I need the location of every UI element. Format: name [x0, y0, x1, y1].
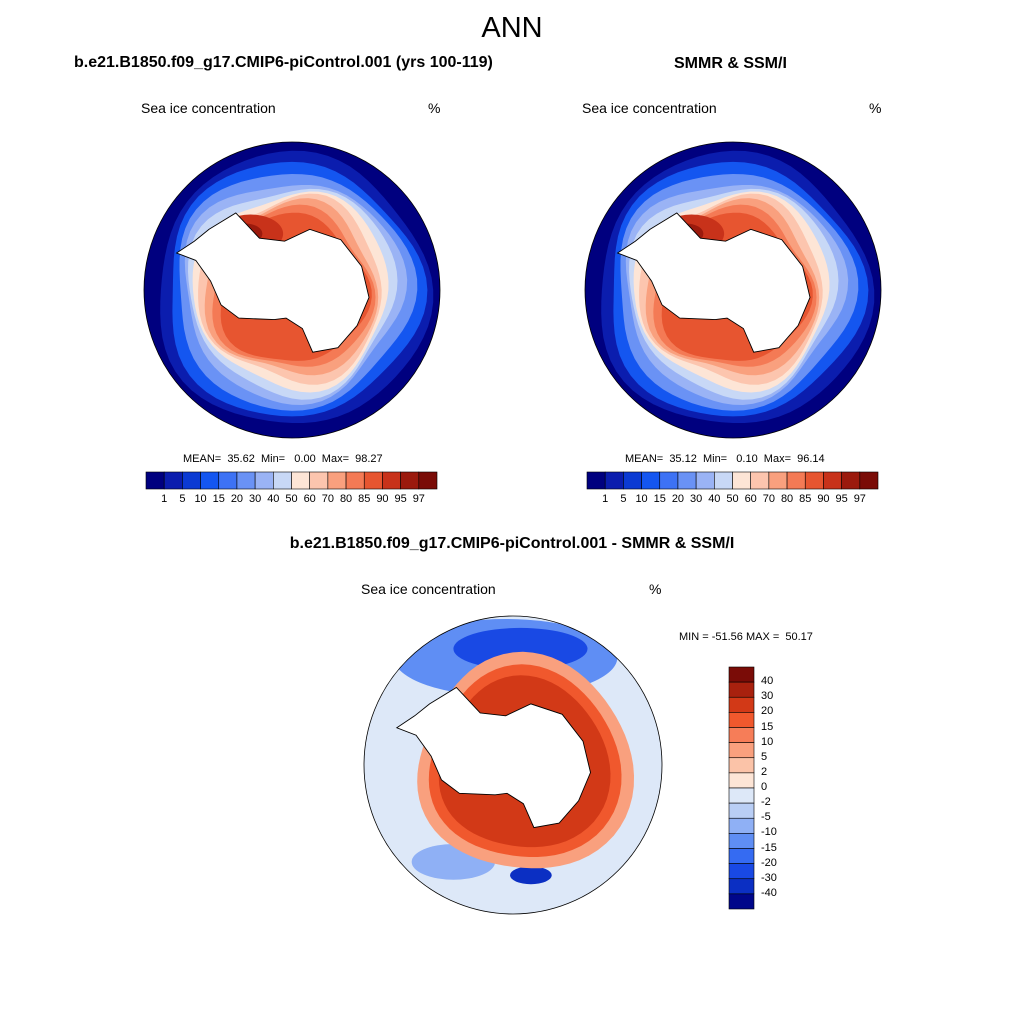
panel-3-colorbar-tick-label: 15 [761, 720, 774, 733]
panel-3-colorbar-swatch [728, 772, 755, 789]
panel-3-variable-label: Sea ice concentration [361, 581, 496, 597]
panel-3-colorbar-tick-label: 40 [761, 675, 774, 688]
panel-1-colorbar-tick-label: 30 [249, 493, 262, 505]
panel-3-colorbar-tick-label: 2 [761, 765, 768, 778]
panel-1-colorbar-tick-label: 5 [179, 493, 186, 505]
panel-2-colorbar-tick-label: 10 [635, 493, 648, 505]
panel-3-colorbar-tick-label: 5 [761, 750, 768, 763]
panel-2-title: SMMR & SSM/I [674, 55, 787, 72]
panel-2-colorbar-tick-label: 97 [853, 493, 866, 505]
panel-1-map-border [143, 141, 441, 439]
panel-3-colorbar-swatch [728, 893, 755, 910]
panel-3-stats: MIN = -51.56 MAX = 50.17 [679, 631, 813, 643]
panel-3-colorbar-swatch [728, 863, 755, 880]
panel-3-colorbar-swatch [728, 681, 755, 698]
panel-1-colorbar-tick-label: 50 [285, 493, 298, 505]
panel-2-colorbar-tick-label: 60 [744, 493, 757, 505]
panel-3-colorbar-tick-label: 30 [761, 690, 774, 703]
panel-3-antarctica-coastline [395, 686, 591, 829]
panel-2-colorbar-tick-label: 40 [708, 493, 721, 505]
panel-2-colorbar-tick-label: 70 [762, 493, 775, 505]
panel-3-colorbar-swatch [728, 666, 755, 683]
panel-3-colorbar-tick-label: -2 [761, 796, 771, 809]
panel-1-variable-label: Sea ice concentration [141, 100, 276, 116]
panel-2-antarctica-coastline [616, 212, 811, 353]
panel-3-colorbar-swatch [728, 757, 755, 774]
figure-title: ANN [481, 12, 543, 44]
panel-3-colorbar-tick-label: 0 [761, 781, 768, 793]
panel-3-colorbar-swatch [728, 696, 755, 713]
panel-3-colorbar-swatch [728, 878, 755, 895]
panel-3-colorbar-swatch [728, 817, 755, 834]
panel-2-colorbar-tick-label: 20 [671, 493, 685, 505]
panel-1-colorbar-swatch [418, 471, 438, 490]
panel-1-colorbar-tick-label: 85 [358, 493, 371, 505]
panel-3-colorbar-tick-label: 10 [761, 735, 774, 748]
panel-2-colorbar-tick-label: 5 [620, 493, 627, 505]
panel-3-colorbar-tick-label: -30 [761, 871, 777, 884]
panel-2-colorbar-tick-label: 15 [653, 493, 666, 505]
panel-2-colorbar-tick-label: 95 [835, 493, 848, 505]
panel-1-colorbar-tick-label: 95 [394, 493, 407, 505]
panel-2-colorbar-swatch [859, 471, 879, 490]
panel-3-colorbar-swatch [728, 802, 755, 819]
panel-3-colorbar-tick-label: -20 [761, 856, 777, 869]
panel-3-colorbar-swatch [728, 833, 755, 849]
panel-3-colorbar-swatch [728, 742, 755, 759]
panel-1-colorbar-tick-label: 15 [212, 493, 225, 505]
panel-2-colorbar-tick-label: 1 [602, 493, 609, 505]
panel-3-colorbar-swatch [728, 787, 755, 804]
panel-3-colorbar-tick-label: -40 [761, 886, 777, 899]
panel-2-units-label: % [869, 100, 882, 116]
panel-1-colorbar-tick-label: 1 [161, 493, 168, 505]
panel-3-colorbar-swatch [728, 712, 755, 728]
panel-1-colorbar-tick-label: 97 [412, 493, 425, 505]
panel-3-negative-south-core [510, 866, 552, 885]
panel-1-stats: MEAN= 35.62 Min= 0.00 Max= 98.27 [183, 453, 383, 465]
panel-3-colorbar-swatch [728, 848, 755, 864]
panel-1-colorbar-tick-label: 60 [303, 493, 316, 505]
panel-2-variable-label: Sea ice concentration [582, 100, 717, 116]
panel-3-title: b.e21.B1850.f09_g17.CMIP6-piControl.001 … [289, 535, 735, 552]
panel-1-colorbar-tick-label: 80 [339, 493, 353, 505]
panel-1-title: b.e21.B1850.f09_g17.CMIP6-piControl.001 … [74, 54, 493, 71]
panel-1-colorbar-tick-label: 70 [321, 493, 334, 505]
panel-1-colorbar-tick-label: 40 [267, 493, 280, 505]
panel-3-colorbar-tick-label: -10 [761, 826, 777, 839]
panel-2-colorbar-tick-label: 85 [799, 493, 812, 505]
panel-1-units-label: % [428, 100, 441, 116]
panel-2-colorbar-tick-label: 50 [726, 493, 739, 505]
panel-2-map-border [584, 141, 882, 439]
panel-1-colorbar-tick-label: 20 [230, 493, 244, 505]
panel-2-colorbar-tick-label: 80 [780, 493, 794, 505]
panel-2-stats: MEAN= 35.12 Min= 0.10 Max= 96.14 [625, 453, 825, 465]
panel-3-colorbar-swatch [728, 727, 755, 743]
panel-3-units-label: % [649, 581, 662, 597]
panel-3-map-border [363, 615, 663, 915]
panel-1-antarctica-coastline [175, 212, 370, 353]
panel-2-colorbar-tick-label: 90 [817, 493, 830, 505]
panel-1-colorbar-tick-label: 90 [376, 493, 389, 505]
panel-1-colorbar-tick-label: 10 [194, 493, 207, 505]
panel-2-colorbar-tick-label: 30 [690, 493, 703, 505]
panel-3-colorbar-tick-label: -15 [761, 841, 777, 854]
panel-3-colorbar-tick-label: 20 [761, 705, 774, 718]
panel-3-colorbar-tick-label: -5 [761, 811, 771, 824]
